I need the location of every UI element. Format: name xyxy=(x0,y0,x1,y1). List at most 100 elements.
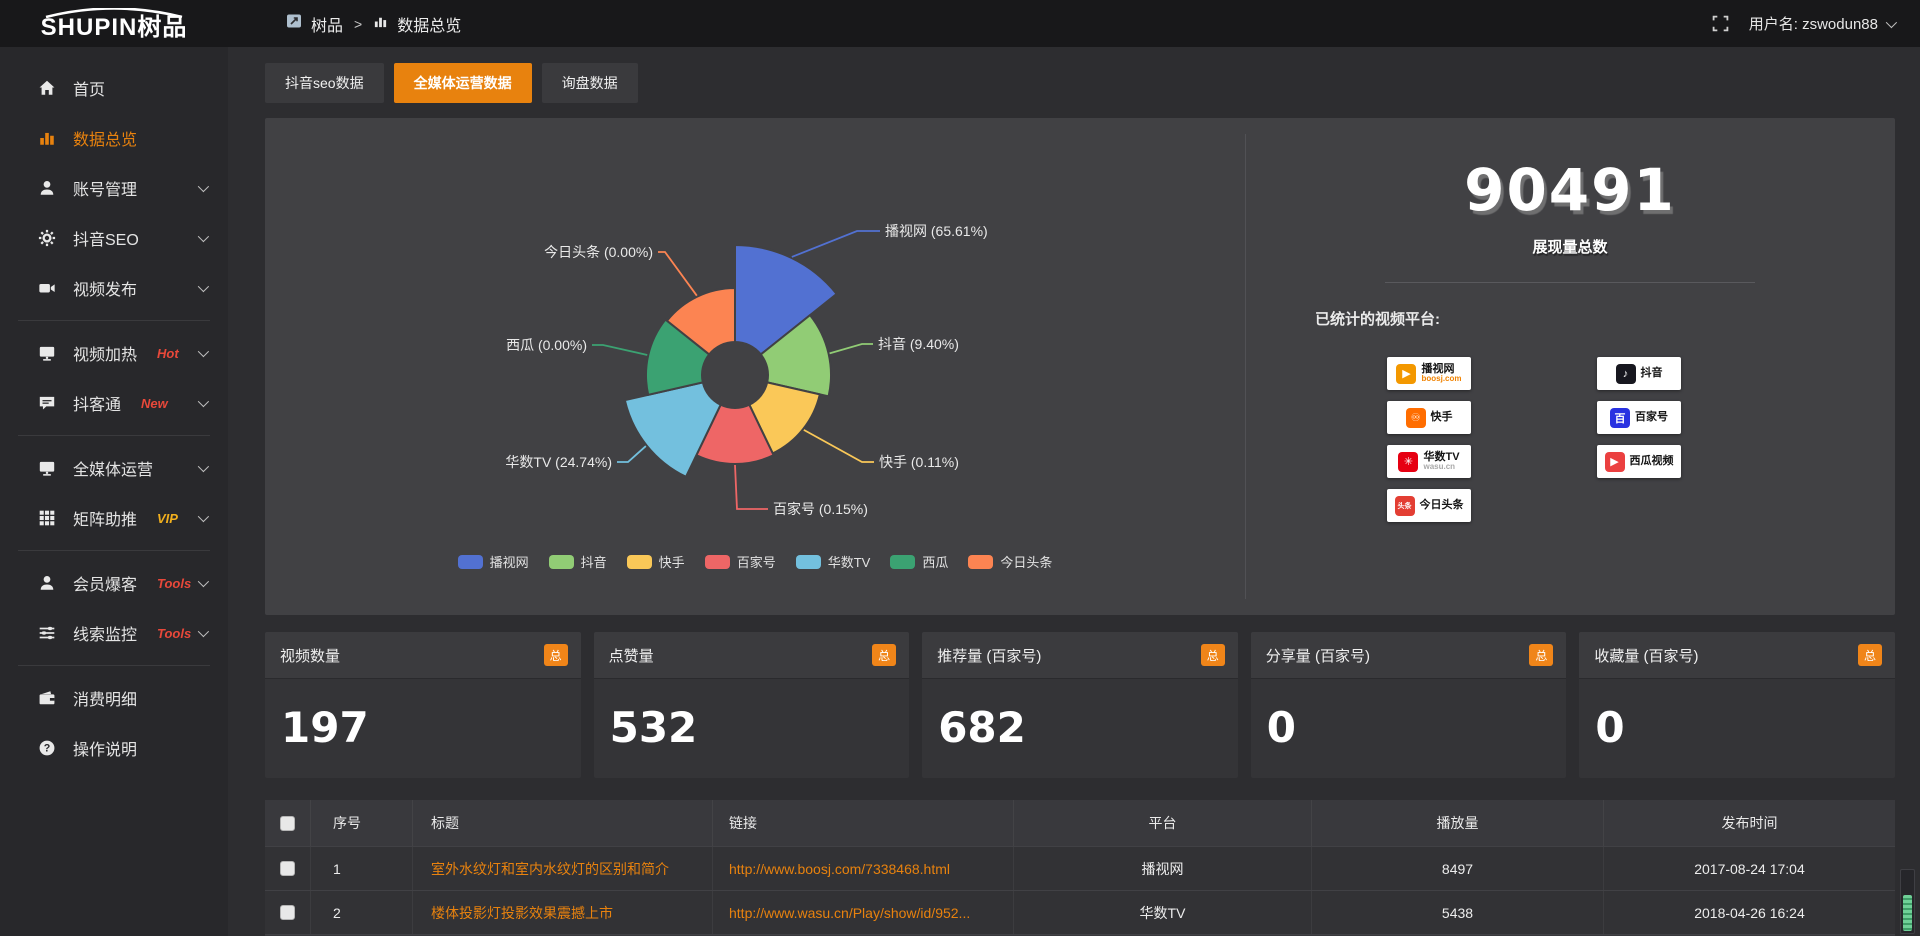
platform-sub: wasu.cn xyxy=(1423,462,1456,472)
stat-card-value: 532 xyxy=(609,703,698,752)
stat-card-header: 推荐量 (百家号) 总 xyxy=(922,632,1238,679)
table-header-row: 序号 标题 链接 平台 播放量 发布时间 xyxy=(265,800,1895,846)
legend-item-播视网[interactable]: 播视网 xyxy=(457,552,529,571)
sidebar-item-视频发布[interactable]: 视频发布 xyxy=(0,263,228,313)
platform-badge-西瓜视频: ▶ 西瓜视频 xyxy=(1597,445,1681,478)
header-cell-平台: 平台 xyxy=(1013,800,1311,846)
sidebar-item-矩阵助推[interactable]: 矩阵助推 VIP xyxy=(0,493,228,543)
stat-card-收藏量 (百家号): 收藏量 (百家号) 总 0 xyxy=(1579,632,1895,778)
legend-label: 百家号 xyxy=(736,555,776,570)
platform-sub: boosj.com xyxy=(1421,374,1462,384)
legend-item-今日头条[interactable]: 今日头条 xyxy=(968,552,1052,571)
sidebar-item-label: 抖音SEO xyxy=(73,232,139,249)
stat-card-header: 收藏量 (百家号) 总 xyxy=(1579,632,1895,679)
legend-swatch xyxy=(457,554,483,569)
legend-swatch xyxy=(548,554,574,569)
sidebar-item-视频加热[interactable]: 视频加热 Hot xyxy=(0,328,228,378)
legend-item-华数TV[interactable]: 华数TV xyxy=(795,552,870,571)
legend-item-百家号[interactable]: 百家号 xyxy=(704,552,776,571)
select-all-checkbox[interactable] xyxy=(280,815,295,831)
sliders-icon xyxy=(38,624,57,643)
sidebar-item-数据总览[interactable]: 数据总览 xyxy=(0,113,228,163)
total-badge[interactable]: 总 xyxy=(1857,644,1882,666)
videos-table: 序号 标题 链接 平台 播放量 发布时间 1 室外水纹灯和室内水纹灯的区别和简介 http://… xyxy=(265,800,1895,936)
tab-询盘数据[interactable]: 询盘数据 xyxy=(541,63,638,103)
stat-card-value: 0 xyxy=(1266,703,1297,752)
baijiahao-logo: 百 xyxy=(1610,407,1630,428)
legend-item-抖音[interactable]: 抖音 xyxy=(548,552,607,571)
row-checkbox[interactable] xyxy=(280,861,295,876)
table-scrollbar-thumb[interactable] xyxy=(1903,895,1912,931)
pie-slice-华数TV[interactable] xyxy=(623,381,723,479)
pie-slice-百家号[interactable] xyxy=(695,403,775,465)
data-tabs: 抖音seo数据 全媒体运营数据 询盘数据 xyxy=(265,63,1920,103)
tab-抖音seo数据[interactable]: 抖音seo数据 xyxy=(265,63,384,103)
total-badge[interactable]: 总 xyxy=(1529,644,1554,666)
pie-slice-抖音[interactable] xyxy=(759,313,832,398)
platform-badge-百家号: 百百家号 xyxy=(1597,401,1681,434)
platform-badge-texts: 抖音 xyxy=(1641,367,1663,380)
sidebar-item-label: 账号管理 xyxy=(73,182,138,199)
legend-item-西瓜[interactable]: 西瓜 xyxy=(890,552,948,571)
sidebar-item-抖音SEO[interactable]: 抖音SEO xyxy=(0,213,228,263)
user-icon xyxy=(38,179,57,198)
sidebar-item-label: 抖客通 xyxy=(73,397,122,414)
sidebar-item-label: 数据总览 xyxy=(73,132,138,149)
user-menu[interactable]: 用户名: zswodun88 xyxy=(1749,13,1898,34)
video-title-link[interactable]: 楼体投影灯投影效果震撼上市 xyxy=(431,904,613,921)
pie-slice-今日头条[interactable] xyxy=(665,286,736,356)
sidebar-item-操作说明[interactable]: ? 操作说明 xyxy=(0,723,228,773)
sidebar-item-账号管理[interactable]: 账号管理 xyxy=(0,163,228,213)
app-logo[interactable]: SHUPIN树品 xyxy=(0,0,228,47)
header-cell-发布时间: 发布时间 xyxy=(1603,800,1895,846)
row-cell-platform: 华数TV xyxy=(1013,891,1311,934)
tab-全媒体运营数据[interactable]: 全媒体运营数据 xyxy=(393,63,532,103)
chevron-down-icon xyxy=(197,625,210,638)
pie-slice-西瓜[interactable] xyxy=(645,318,711,397)
douyin-logo: ♪ xyxy=(1615,363,1636,384)
legend-swatch xyxy=(795,554,821,569)
total-badge[interactable]: 总 xyxy=(543,644,568,666)
platform-badge-texts: 华数TV wasu.cn xyxy=(1423,451,1459,472)
row-checkbox[interactable] xyxy=(280,905,295,920)
pie-label-西瓜: 西瓜 (0.00%) xyxy=(506,337,587,353)
chat-icon xyxy=(38,394,57,413)
sidebar-item-线索监控[interactable]: 线索监控 Tools xyxy=(0,608,228,658)
fullscreen-icon[interactable] xyxy=(1712,15,1729,32)
pie-slice-播视网[interactable] xyxy=(734,243,839,356)
row-cell-link: http://www.boosj.com/7338468.html xyxy=(712,847,1013,890)
chevron-down-icon xyxy=(197,280,210,293)
stat-card-header: 点赞量 总 xyxy=(593,632,910,679)
pie-slice-快手[interactable] xyxy=(747,381,822,455)
breadcrumb-root[interactable]: 树品 xyxy=(311,17,344,35)
sidebar-item-badge: New xyxy=(141,395,168,411)
sidebar-item-消费明细[interactable]: 消费明细 xyxy=(0,673,228,723)
legend-item-快手[interactable]: 快手 xyxy=(626,552,685,571)
video-url-link[interactable]: http://www.boosj.com/7338468.html xyxy=(729,860,951,877)
sidebar-item-会员爆客[interactable]: 会员爆客 Tools xyxy=(0,558,228,608)
platform-badge-播视网: ▶ 播视网 boosj.com xyxy=(1387,357,1471,390)
breadcrumb-current[interactable]: 数据总览 xyxy=(397,17,462,35)
platform-name: 西瓜视频 xyxy=(1629,454,1674,467)
sidebar-item-label: 矩阵助推 xyxy=(73,512,138,529)
row-cell-index: 1 xyxy=(310,847,412,890)
pie-label-抖音: 抖音 (9.40%) xyxy=(878,336,959,352)
sidebar-item-全媒体运营[interactable]: 全媒体运营 xyxy=(0,443,228,493)
legend-label: 今日头条 xyxy=(1000,555,1053,570)
legend-swatch xyxy=(890,554,916,569)
pie-label-华数TV: 华数TV (24.74%) xyxy=(505,454,612,470)
row-cell-plays: 5438 xyxy=(1311,891,1603,934)
video-title-link[interactable]: 室外水纹灯和室内水纹灯的区别和简介 xyxy=(431,860,669,877)
app-window-icon xyxy=(286,13,302,34)
legend-label: 播视网 xyxy=(489,555,529,570)
sidebar-divider xyxy=(18,550,210,551)
platform-name: 今日头条 xyxy=(1419,498,1464,511)
sidebar-item-首页[interactable]: 首页 xyxy=(0,63,228,113)
platform-name: 百家号 xyxy=(1635,410,1668,423)
total-badge[interactable]: 总 xyxy=(1200,644,1225,666)
table-row-partial xyxy=(265,934,1895,936)
total-badge[interactable]: 总 xyxy=(872,644,897,666)
video-url-link[interactable]: http://www.wasu.cn/Play/show/id/952... xyxy=(729,904,971,921)
sidebar-item-抖客通[interactable]: 抖客通 New xyxy=(0,378,228,428)
breadcrumb-separator: > xyxy=(354,15,363,32)
